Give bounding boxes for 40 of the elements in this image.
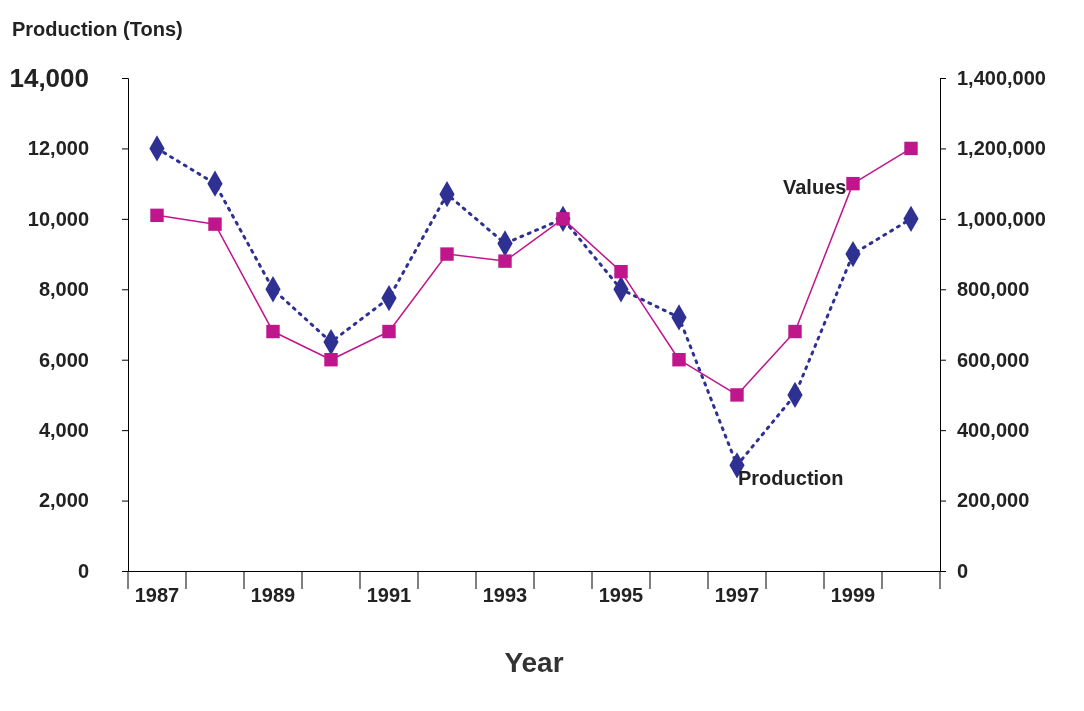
x-tick-label: 1987 — [134, 584, 180, 606]
point — [730, 388, 744, 402]
y-tick-label: 0 — [77, 559, 89, 582]
x-tick-label: 1993 — [482, 584, 528, 606]
y2-tick-label: 1,200,000 — [957, 137, 1046, 160]
series-label: Values — [783, 175, 847, 198]
y2-tick-label: 800,000 — [957, 278, 1030, 301]
y-tick-label: 4,000 — [38, 419, 89, 442]
y-tick-label: 14,000 — [9, 62, 89, 93]
point — [324, 353, 338, 367]
point — [382, 324, 396, 339]
x-tick-label: 1997 — [714, 584, 760, 606]
y2-tick-label: 200,000 — [957, 489, 1030, 512]
y-tick-label: 10,000 — [27, 207, 89, 230]
point — [498, 254, 512, 268]
point — [788, 324, 802, 339]
point — [846, 176, 860, 191]
point — [266, 324, 280, 339]
x-tick-label: 1995 — [598, 584, 644, 606]
y-tick-label: 2,000 — [38, 489, 89, 512]
point — [150, 208, 164, 223]
y-axis-title: Production (Tons) — [12, 18, 183, 40]
x-axis-title: Year — [504, 647, 564, 678]
y-tick-label: 8,000 — [38, 278, 89, 301]
point — [904, 141, 918, 156]
x-tick-label: 1991 — [366, 584, 412, 606]
y-tick-label: 12,000 — [27, 137, 89, 160]
y2-tick-label: 1,400,000 — [957, 66, 1046, 89]
x-tick-label: 1999 — [830, 584, 876, 606]
point — [208, 217, 222, 231]
point — [672, 353, 686, 367]
y2-tick-label: 1,000,000 — [957, 207, 1046, 230]
point — [440, 247, 454, 261]
y2-tick-label: 400,000 — [957, 419, 1030, 442]
point — [614, 264, 628, 279]
x-tick-label: 1989 — [250, 584, 296, 606]
series-label: Production — [738, 467, 844, 490]
y-tick-label: 6,000 — [38, 348, 89, 371]
y2-tick-label: 0 — [957, 559, 969, 582]
y2-tick-label: 600,000 — [957, 348, 1030, 371]
